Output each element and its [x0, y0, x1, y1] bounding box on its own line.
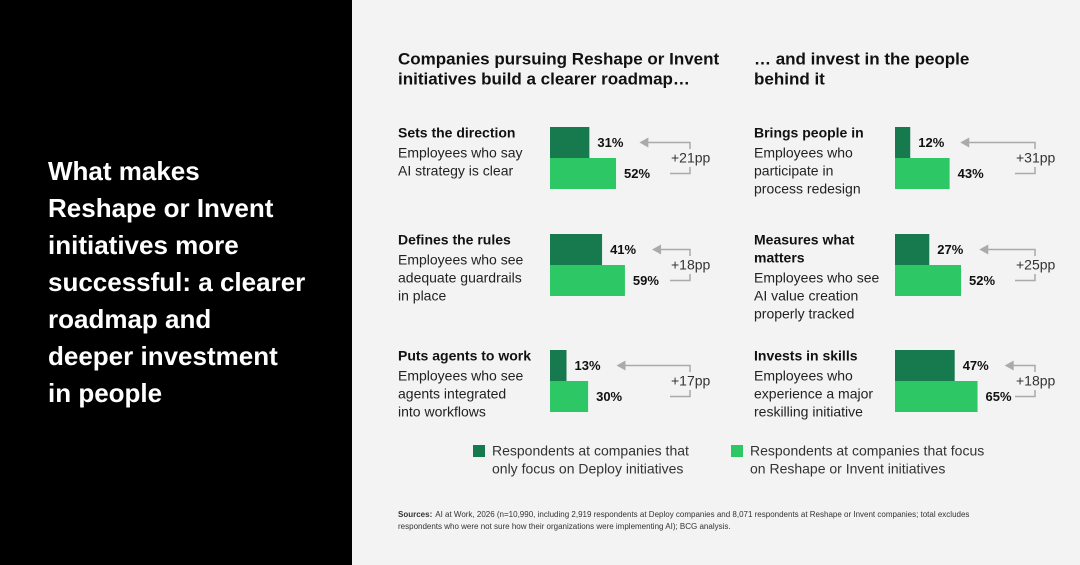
legend-label: on Reshape or Invent initiatives [750, 461, 945, 477]
bar [550, 234, 603, 265]
value-label: 13% [575, 358, 601, 373]
arrow-head [960, 137, 970, 148]
item-description: process redesign [754, 181, 861, 197]
difference-bg [1015, 372, 1057, 390]
difference: +31pp [1016, 150, 1056, 166]
difference: +25pp [1016, 257, 1056, 273]
item-description: AI strategy is clear [398, 163, 513, 179]
value-label: 12% [918, 135, 944, 150]
headline: deeper investment [48, 341, 278, 371]
item-description: AI value creation [754, 288, 858, 304]
item-description: properly tracked [754, 306, 854, 322]
headline: roadmap and [48, 304, 211, 334]
item-label: Defines the rules [398, 232, 511, 248]
bar [550, 127, 590, 158]
value-label: 27% [937, 242, 963, 257]
difference-bg [670, 372, 712, 390]
value-label: 43% [958, 166, 984, 181]
item-label: Invests in skills [754, 348, 858, 364]
panel-title: initiatives build a clearer roadmap… [398, 69, 690, 88]
arrow-head [1004, 360, 1014, 371]
arrow-head [652, 244, 662, 255]
source-text: AI at Work, 2026 (n=10,990, including 2,… [435, 510, 969, 519]
value-label: 31% [597, 135, 623, 150]
headline: in people [48, 378, 162, 408]
value-label: 52% [624, 166, 650, 181]
item-label: Puts agents to work [398, 348, 531, 364]
item-description: Employees who see [754, 270, 880, 286]
difference: +17pp [671, 373, 711, 389]
item-description: into workflows [398, 404, 486, 420]
legend-swatch [473, 445, 485, 457]
value-label: 59% [633, 273, 659, 288]
source-label: Sources: [398, 510, 432, 519]
headline: successful: a clearer [48, 267, 305, 297]
difference: +18pp [671, 257, 711, 273]
panel-title: behind it [754, 69, 825, 88]
value-label: 30% [596, 389, 622, 404]
legend-label: Respondents at companies that focus [750, 443, 984, 459]
headline: initiatives more [48, 230, 239, 260]
difference: +21pp [671, 150, 711, 166]
arrow-head [639, 137, 649, 148]
bar [895, 350, 955, 381]
item-description: Employees who [754, 368, 853, 384]
item-label: matters [754, 250, 805, 266]
item-description: Employees who say [398, 145, 523, 161]
panel-title: Companies pursuing Reshape or Invent [398, 49, 720, 68]
value-label: 65% [986, 389, 1012, 404]
bar [895, 234, 930, 265]
difference-bg [670, 256, 712, 274]
arrow-head [979, 244, 989, 255]
value-label: 52% [969, 273, 995, 288]
item-description: Employees who see [398, 368, 524, 384]
headline: Reshape or Invent [48, 193, 274, 223]
value-label: 47% [963, 358, 989, 373]
source: Sources: AI at Work, 2026 (n=10,990, incl… [398, 510, 969, 519]
source-text: respondents who were not sure how their … [398, 522, 731, 531]
arrow-head [616, 360, 626, 371]
item-description: adequate guardrails [398, 270, 522, 286]
bar [895, 381, 978, 412]
difference: +18pp [1016, 373, 1056, 389]
bar [550, 158, 617, 189]
item-label: Brings people in [754, 125, 864, 141]
legend-swatch [731, 445, 743, 457]
value-label: 41% [610, 242, 636, 257]
panel-title: … and invest in the people [754, 49, 969, 68]
bar [895, 158, 950, 189]
item-description: in place [398, 288, 446, 304]
bar [550, 350, 567, 381]
item-description: agents integrated [398, 386, 506, 402]
bar [895, 127, 911, 158]
difference-bg [670, 149, 712, 167]
bar [550, 265, 625, 296]
legend-label: Respondents at companies that [492, 443, 689, 459]
item-description: Employees who see [398, 252, 524, 268]
headline: What makes [48, 156, 200, 186]
item-label: Measures what [754, 232, 855, 248]
item-label: Sets the direction [398, 125, 515, 141]
side-panel [0, 0, 352, 565]
item-description: reskilling initiative [754, 404, 863, 420]
bar [895, 265, 962, 296]
bar [550, 381, 589, 412]
difference-bg [1015, 256, 1057, 274]
item-description: participate in [754, 163, 833, 179]
difference-bg [1015, 149, 1057, 167]
item-description: experience a major [754, 386, 873, 402]
legend-label: only focus on Deploy initiatives [492, 461, 683, 477]
item-description: Employees who [754, 145, 853, 161]
